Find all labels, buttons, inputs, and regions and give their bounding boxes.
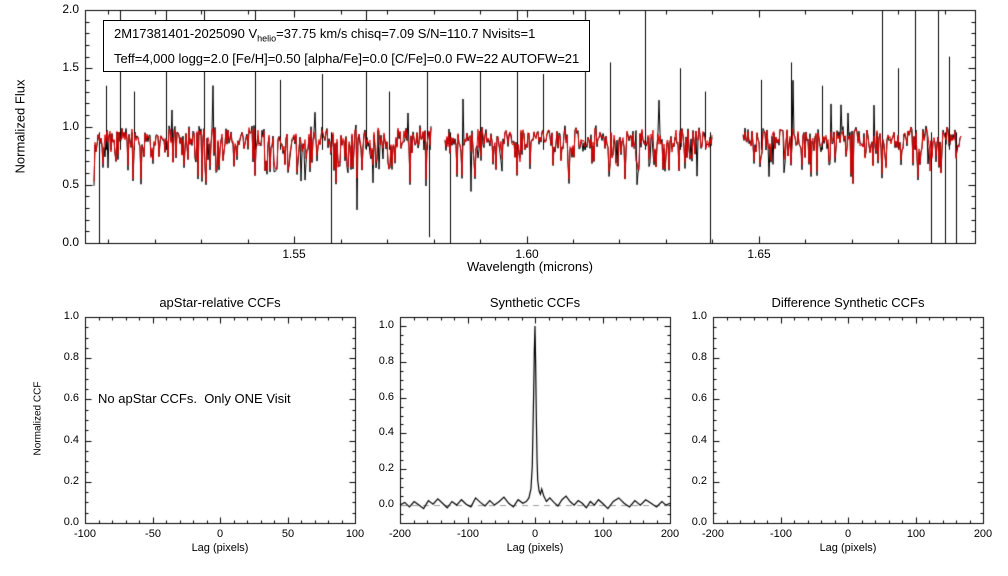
tick-label: 100 [906, 528, 926, 540]
tick-label: 0.4 [63, 434, 79, 446]
tick-label: 0.0 [63, 516, 79, 528]
fit-summary-line2: Teff=4,000 logg=2.0 [Fe/H]=0.50 [alpha/F… [114, 50, 580, 66]
fit-summary-line1-rest: =37.75 km/s chisq=7.09 S/N=110.7 Nvisits… [276, 26, 536, 41]
tick-label: 0.6 [378, 391, 394, 403]
tick-label: 1.0 [63, 310, 79, 322]
tick-label: 200 [973, 528, 993, 540]
tick-label: 0.8 [63, 351, 79, 363]
apstar-ccf-title: apStar-relative CCFs [159, 295, 281, 310]
tick-label: 1.0 [691, 310, 707, 322]
tick-label: 0 [216, 528, 224, 540]
tick-label: 0.2 [691, 475, 707, 487]
tick-label: 0.6 [63, 392, 79, 404]
fit-summary-box: 2M17381401-2025090 Vhelio=37.75 km/s chi… [103, 20, 591, 72]
apstar-ccf-x-axis-label: Lag (pixels) [191, 542, 249, 554]
difference-ccf-panel: Difference Synthetic CCFs Lag (pixels) -… [685, 290, 1008, 576]
fit-summary-line1: 2M17381401-2025090 Vhelio=37.75 km/s chi… [114, 24, 579, 49]
tick-label: 1.60 [515, 247, 539, 261]
tick-label: 100 [345, 528, 365, 540]
tick-label: 0.6 [691, 392, 707, 404]
tick-label: 100 [593, 528, 613, 540]
tick-label: 0.4 [378, 426, 394, 438]
spectrum-x-axis-label: Wavelength (microns) [467, 259, 593, 274]
tick-label: 0.2 [378, 462, 394, 474]
tick-label: -200 [388, 528, 412, 540]
difference-ccf-x-axis-label: Lag (pixels) [819, 542, 877, 554]
tick-label: 0 [531, 528, 539, 540]
tick-label: -100 [456, 528, 480, 540]
tick-label: 1.55 [282, 247, 306, 261]
tick-label: 200 [660, 528, 680, 540]
tick-label: -100 [769, 528, 793, 540]
tick-label: 0.2 [63, 475, 79, 487]
tick-label: 1.5 [62, 60, 79, 74]
apstar-ccf-y-axis-label: Normalized CCF [32, 381, 44, 456]
tick-label: 0.5 [62, 177, 79, 191]
difference-ccf-title: Difference Synthetic CCFs [771, 295, 925, 310]
tick-label: 0.0 [378, 498, 394, 510]
spectrum-y-axis-label: Normalized Flux [12, 79, 28, 174]
tick-label: 50 [281, 528, 295, 540]
difference-ccf-canvas [685, 290, 1008, 576]
object-id-and-vhelio: 2M17381401-2025090 V [114, 26, 258, 41]
apstar-ccf-canvas [0, 290, 370, 576]
synthetic-ccf-x-axis-label: Lag (pixels) [506, 542, 564, 554]
tick-label: 0.8 [691, 351, 707, 363]
apstar-ccf-panel: apStar-relative CCFs Normalized CCF Lag … [0, 290, 370, 576]
tick-label: 0 [844, 528, 852, 540]
tick-label: -100 [73, 528, 97, 540]
tick-label: 0.4 [691, 434, 707, 446]
synthetic-ccf-canvas [370, 290, 685, 576]
tick-label: -200 [701, 528, 725, 540]
tick-label: 1.0 [378, 319, 394, 331]
tick-label: 1.65 [747, 247, 771, 261]
tick-label: 1.0 [62, 119, 79, 133]
tick-label: -50 [145, 528, 161, 540]
spectrum-panel: Normalized Flux Wavelength (microns) 2M1… [0, 0, 1008, 290]
synthetic-ccf-title: Synthetic CCFs [489, 295, 581, 310]
tick-label: 2.0 [62, 2, 79, 16]
tick-label: 0.0 [62, 235, 79, 249]
no-apstar-ccfs-message: No apStar CCFs. Only ONE Visit [98, 391, 291, 406]
tick-label: 0.0 [691, 516, 707, 528]
tick-label: 0.8 [378, 355, 394, 367]
vhelio-subscript: helio [257, 33, 277, 44]
synthetic-ccf-panel: Synthetic CCFs Lag (pixels) -200 -100 0 100… [370, 290, 685, 576]
